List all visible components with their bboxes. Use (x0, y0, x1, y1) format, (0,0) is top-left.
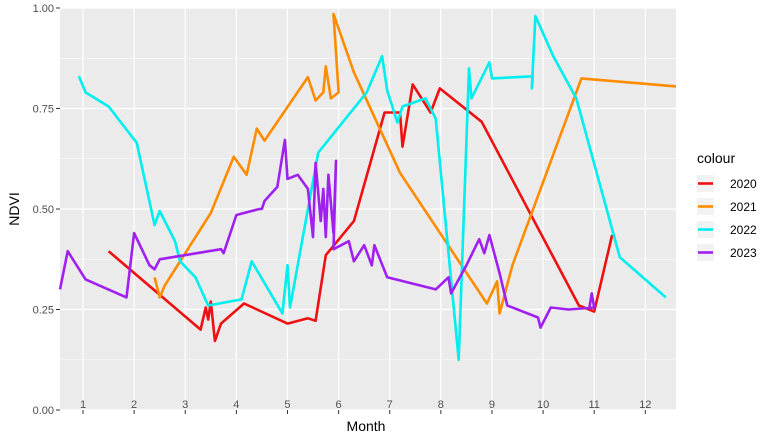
y-tick-label: 0.50 (33, 204, 54, 216)
y-tick-label: 1.00 (33, 3, 54, 15)
series-lines (58, 12, 677, 362)
legend-title: colour (697, 150, 735, 166)
y-axis-title: NDVI (6, 192, 22, 225)
y-axis-ticks: 0.00 0.25 0.50 0.75 1.00 (33, 3, 60, 417)
x-tick-label: 5 (284, 399, 290, 411)
x-tick-label: 7 (387, 399, 393, 411)
x-tick-label: 2 (131, 399, 137, 411)
y-tick-label: 0.25 (33, 305, 54, 317)
x-tick-label: 1 (80, 399, 86, 411)
legend-label-2020: 2020 (730, 177, 757, 191)
x-tick-label: 9 (489, 399, 495, 411)
x-axis-ticks: 1 2 3 4 5 6 7 8 9 10 11 12 (80, 399, 651, 414)
x-tick-label: 11 (588, 399, 599, 411)
x-tick-label: 3 (182, 399, 188, 411)
series-line-2021 (153, 12, 677, 315)
major-gridlines (60, 7, 676, 411)
x-tick-label: 6 (336, 399, 342, 411)
series-line-2020 (107, 83, 614, 343)
legend: colour 2020 2021 2022 2023 (697, 150, 757, 261)
x-tick-label: 4 (233, 399, 239, 411)
x-tick-label: 10 (537, 399, 549, 411)
x-tick-label: 12 (639, 399, 651, 411)
y-tick-label: 0.75 (33, 104, 54, 116)
legend-label-2022: 2022 (730, 223, 757, 237)
legend-label-2023: 2023 (730, 246, 757, 260)
y-tick-label: 0.00 (33, 405, 54, 417)
series-line-2023 (58, 138, 596, 329)
x-axis-title: Month (347, 418, 386, 434)
series-line-2022 (77, 14, 667, 362)
legend-label-2021: 2021 (730, 200, 757, 214)
x-tick-label: 8 (438, 399, 444, 411)
